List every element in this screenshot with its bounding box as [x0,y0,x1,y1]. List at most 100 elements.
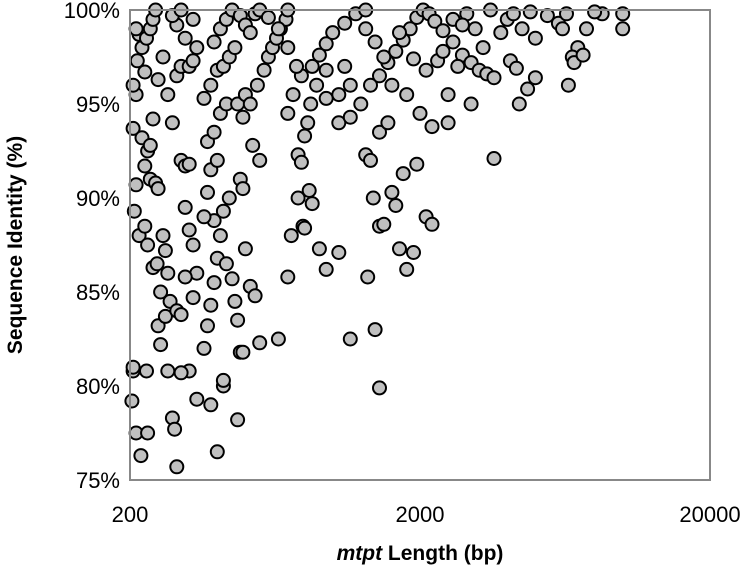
data-point [579,21,594,37]
data-point [475,40,491,56]
data-point [173,365,189,381]
data-point [209,444,225,460]
data-point [235,109,251,125]
data-point [206,275,222,291]
data-point [256,62,272,78]
data-point [342,331,358,347]
data-point [514,21,530,37]
data-point [331,245,347,260]
data-point [445,34,461,50]
data-point [508,60,524,76]
data-point [235,344,251,360]
data-point [185,53,201,69]
data-point [409,156,425,172]
data-point [247,288,263,304]
x-tick-label: 2000 [396,502,445,527]
y-tick-label: 75% [76,468,120,493]
data-point [270,21,286,37]
data-point [177,199,193,215]
data-point [140,425,156,441]
data-point [142,137,158,153]
data-point [303,96,319,112]
data-point [318,36,334,52]
data-point [376,49,392,65]
data-point [133,448,149,464]
data-point [224,271,240,287]
data-point [173,307,189,323]
x-tick-label: 200 [112,502,149,527]
data-point [392,25,407,41]
data-point [360,269,376,285]
data-point [424,216,440,232]
data-point [167,421,183,437]
data-point [367,34,383,50]
data-point [301,183,317,198]
data-point [200,318,215,334]
data-point [181,222,197,238]
data-point [215,203,231,219]
data-point [242,96,258,112]
data-point [160,87,176,103]
data-point [237,241,253,257]
data-point [181,156,197,172]
data-points [124,2,631,475]
data-point [493,25,509,41]
data-point [463,96,479,112]
data-point [290,190,306,206]
data-point [311,241,327,257]
data-point [337,58,353,74]
data-point [297,128,313,144]
data-point [270,331,286,347]
y-tick-label: 95% [76,92,120,117]
data-point [128,21,144,37]
data-point [230,412,246,428]
y-axis-label: Sequence Identity (%) [4,136,27,354]
y-axis-ticks: 75% 80% 85% 90% 95% 100% [64,0,120,493]
x-axis-ticks: 200 2000 20000 [112,502,741,527]
data-point [300,115,316,131]
data-point [342,77,358,93]
data-point [200,184,215,200]
data-point [367,322,383,338]
data-point [169,459,185,475]
data-point [150,181,166,197]
data-point [304,58,320,74]
data-point [372,124,387,140]
data-point [125,77,141,93]
y-tick-label: 80% [76,374,120,399]
data-point [137,158,153,174]
data-point [137,218,153,234]
data-point [260,10,276,25]
data-point [372,68,387,84]
data-point [221,190,237,206]
data-point [363,77,378,93]
data-point [235,181,251,197]
data-point [293,154,309,170]
data-point [615,21,631,37]
data-point [380,115,396,131]
data-point [427,13,443,29]
data-point [153,337,169,353]
data-point [209,152,225,168]
data-point [467,21,483,37]
data-point [418,62,434,78]
data-point [283,228,299,244]
data-point [365,190,381,206]
data-point [139,363,154,379]
data-point [587,4,603,20]
data-point [203,297,219,313]
data-point [331,87,347,103]
data-point [126,203,142,219]
x-axis-label-italic: mtpt [337,542,383,565]
data-point [337,15,353,31]
data-point [206,34,222,50]
data-point [395,166,411,182]
data-point [150,72,166,88]
data-point [392,241,407,257]
data-point [206,124,222,140]
data-point [388,198,404,213]
y-tick-label: 90% [76,186,120,211]
data-point [185,237,201,253]
data-point [454,17,470,33]
